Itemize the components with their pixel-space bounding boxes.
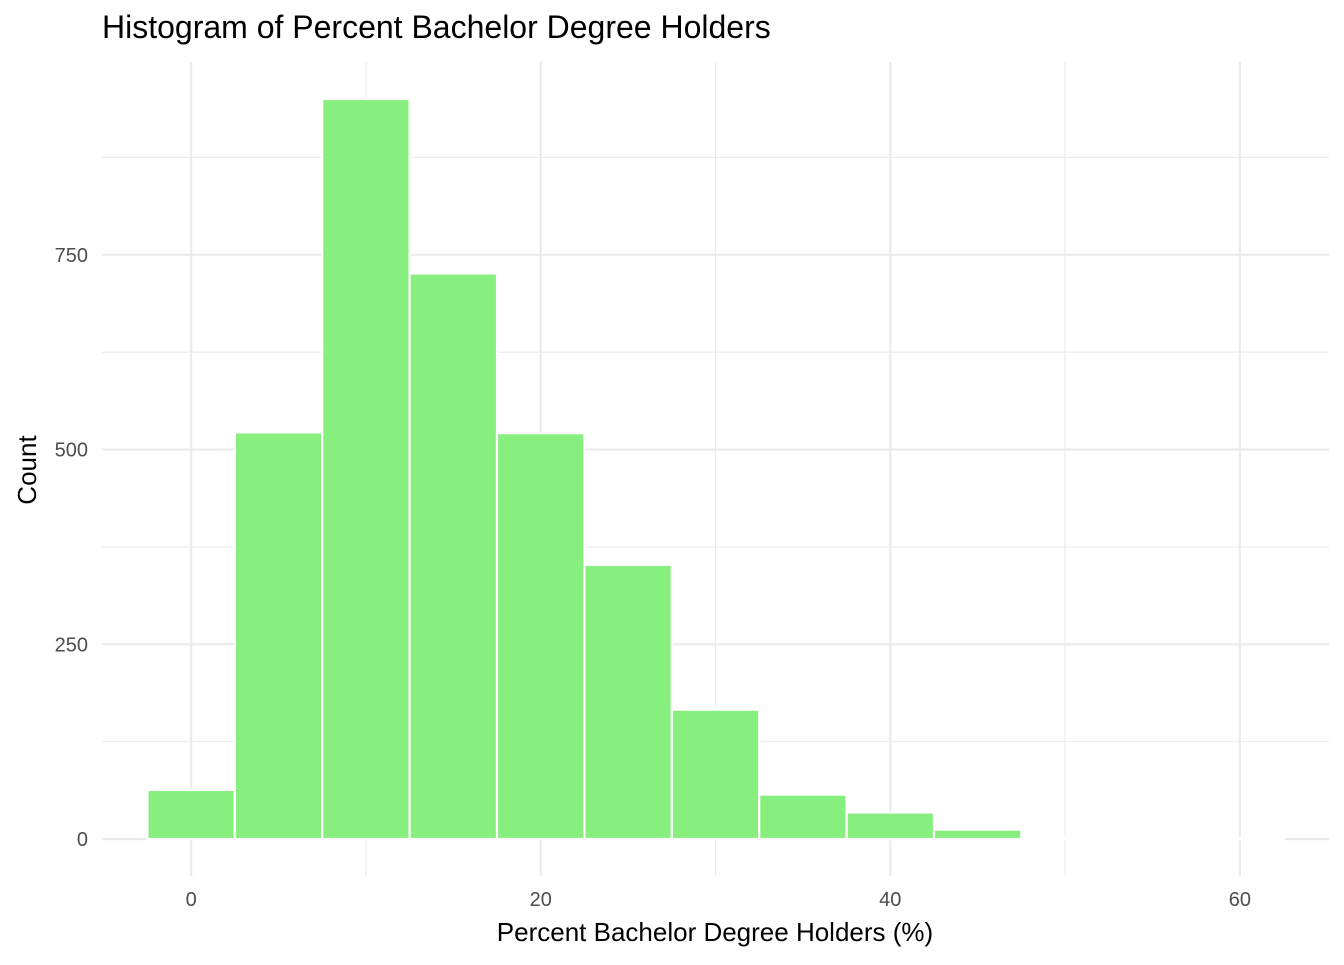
- histogram-bar: [670, 708, 761, 841]
- histogram-bar: [1107, 837, 1198, 841]
- y-tick-label: 0: [77, 829, 88, 851]
- histogram-bar: [758, 793, 848, 841]
- y-axis-title: Count: [12, 435, 42, 505]
- histogram-bar: [233, 431, 324, 841]
- tick-label-layer: 0 20 40 60 0 250 500 750: [55, 245, 1251, 911]
- x-tick-label: 20: [530, 889, 552, 911]
- histogram-bar: [495, 432, 586, 841]
- bar-layer: [146, 97, 1285, 841]
- histogram-bar: [1020, 836, 1110, 841]
- histogram-bar: [1195, 837, 1285, 841]
- histogram-bar: [408, 272, 499, 841]
- x-axis-title: Percent Bachelor Degree Holders (%): [497, 917, 933, 947]
- chart-title: Histogram of Percent Bachelor Degree Hol…: [102, 9, 771, 45]
- y-tick-label: 750: [55, 245, 88, 267]
- histogram-bar: [583, 563, 673, 841]
- y-tick-label: 500: [55, 440, 88, 462]
- x-tick-label: 0: [186, 889, 197, 911]
- histogram-bar: [932, 828, 1023, 841]
- y-tick-label: 250: [55, 634, 88, 656]
- x-tick-label: 60: [1229, 889, 1251, 911]
- histogram-bar: [845, 811, 936, 841]
- histogram-bar: [146, 788, 236, 841]
- histogram-bar: [321, 97, 411, 841]
- x-tick-label: 40: [879, 889, 901, 911]
